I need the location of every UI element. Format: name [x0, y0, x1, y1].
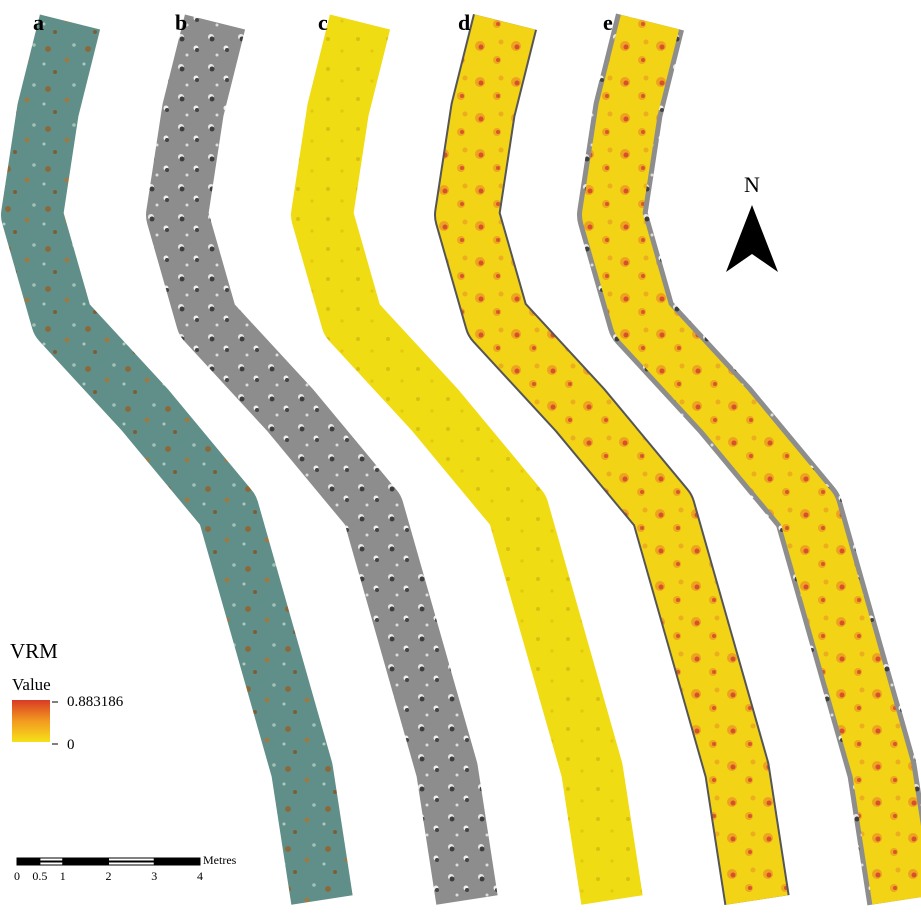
panel-label: a [33, 10, 44, 35]
legend-title: VRM [10, 639, 58, 663]
scale-bar-label: 4 [197, 869, 203, 883]
legend: VRM Value 0.883186 0 [10, 639, 124, 753]
scale-bar-label: 0 [14, 869, 20, 883]
north-arrow: N [726, 172, 778, 272]
legend-subtitle: Value [12, 675, 51, 694]
legend-min: 0 [67, 737, 75, 753]
scale-bar-segment [62, 858, 109, 865]
north-arrow-icon [726, 205, 778, 272]
north-label: N [744, 172, 760, 197]
scale-bar-label: 3 [151, 869, 157, 883]
panel-label: b [175, 10, 187, 35]
panel-label: e [603, 10, 613, 35]
legend-ramp [12, 700, 50, 742]
panel-label: d [458, 10, 470, 35]
scale-bar-segment [108, 860, 155, 863]
scale-bar-segment [154, 858, 200, 865]
scale-bar-label: 2 [106, 869, 112, 883]
scale-bar-label: 0.5 [32, 869, 47, 883]
scale-bar-label: 1 [60, 869, 66, 883]
legend-max: 0.883186 [67, 694, 124, 710]
scale-bar-segment [39, 860, 63, 863]
scale-bar-unit: Metres [203, 853, 237, 867]
panel-label: c [318, 10, 328, 35]
scale-bar-segment [17, 858, 40, 865]
